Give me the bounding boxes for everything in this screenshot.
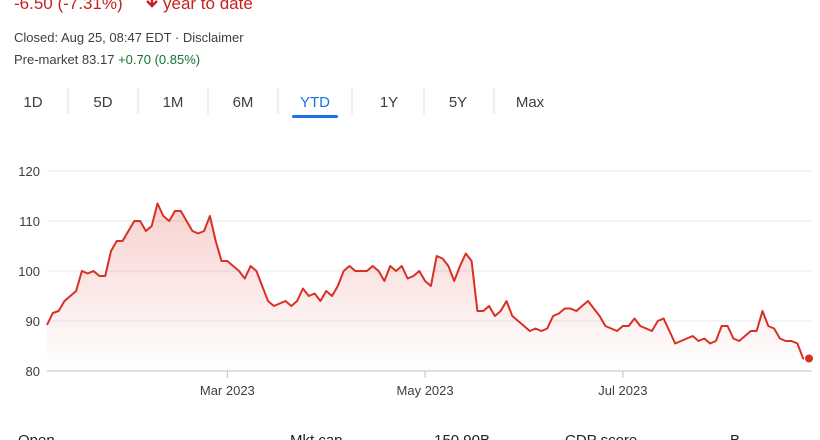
price-line <box>46 202 809 360</box>
y-tick-label: 120 <box>18 164 40 179</box>
stat-label: Mkt cap <box>290 432 343 440</box>
tab[interactable]: 1Y <box>380 94 398 111</box>
closed-info: Closed: Aug 25, 08:47 EDT · Disclaimer <box>14 30 244 45</box>
stat-value: - <box>247 432 252 440</box>
y-tick-label: 100 <box>18 264 40 279</box>
tab[interactable]: 1D <box>23 94 42 111</box>
stat-label: Open <box>18 432 55 440</box>
down-arrow <box>146 0 158 8</box>
tab[interactable]: YTD <box>300 94 330 111</box>
tab[interactable]: 5Y <box>449 94 467 111</box>
y-tick-label: 110 <box>19 214 40 229</box>
x-tick-label: Jul 2023 <box>598 383 647 398</box>
premarket-price: Pre-market 83.17 <box>14 52 114 67</box>
change: -6.50 (-7.31%) <box>14 0 123 13</box>
premarket: Pre-market 83.17 +0.70 (0.85%) <box>14 52 200 67</box>
area <box>47 203 809 371</box>
y-tick-label: 90 <box>26 314 40 329</box>
tab[interactable]: 1M <box>163 94 184 111</box>
stat-label: CDP score <box>565 432 637 440</box>
end-dot <box>804 353 814 364</box>
tab[interactable]: 6M <box>233 94 254 111</box>
period: year to date <box>163 0 253 13</box>
stat-value: 150.90B <box>434 432 490 440</box>
stat-value: B <box>730 432 740 440</box>
x-tick-label: May 2023 <box>397 383 454 398</box>
y-tick-label: 80 <box>26 364 40 379</box>
tab-separators <box>67 88 495 114</box>
tab-underline <box>292 115 338 118</box>
x-tick-label: Mar 2023 <box>200 383 255 398</box>
tab[interactable]: Max <box>516 94 545 111</box>
tab[interactable]: 5D <box>93 94 112 111</box>
premarket-change: +0.70 (0.85%) <box>118 52 200 67</box>
